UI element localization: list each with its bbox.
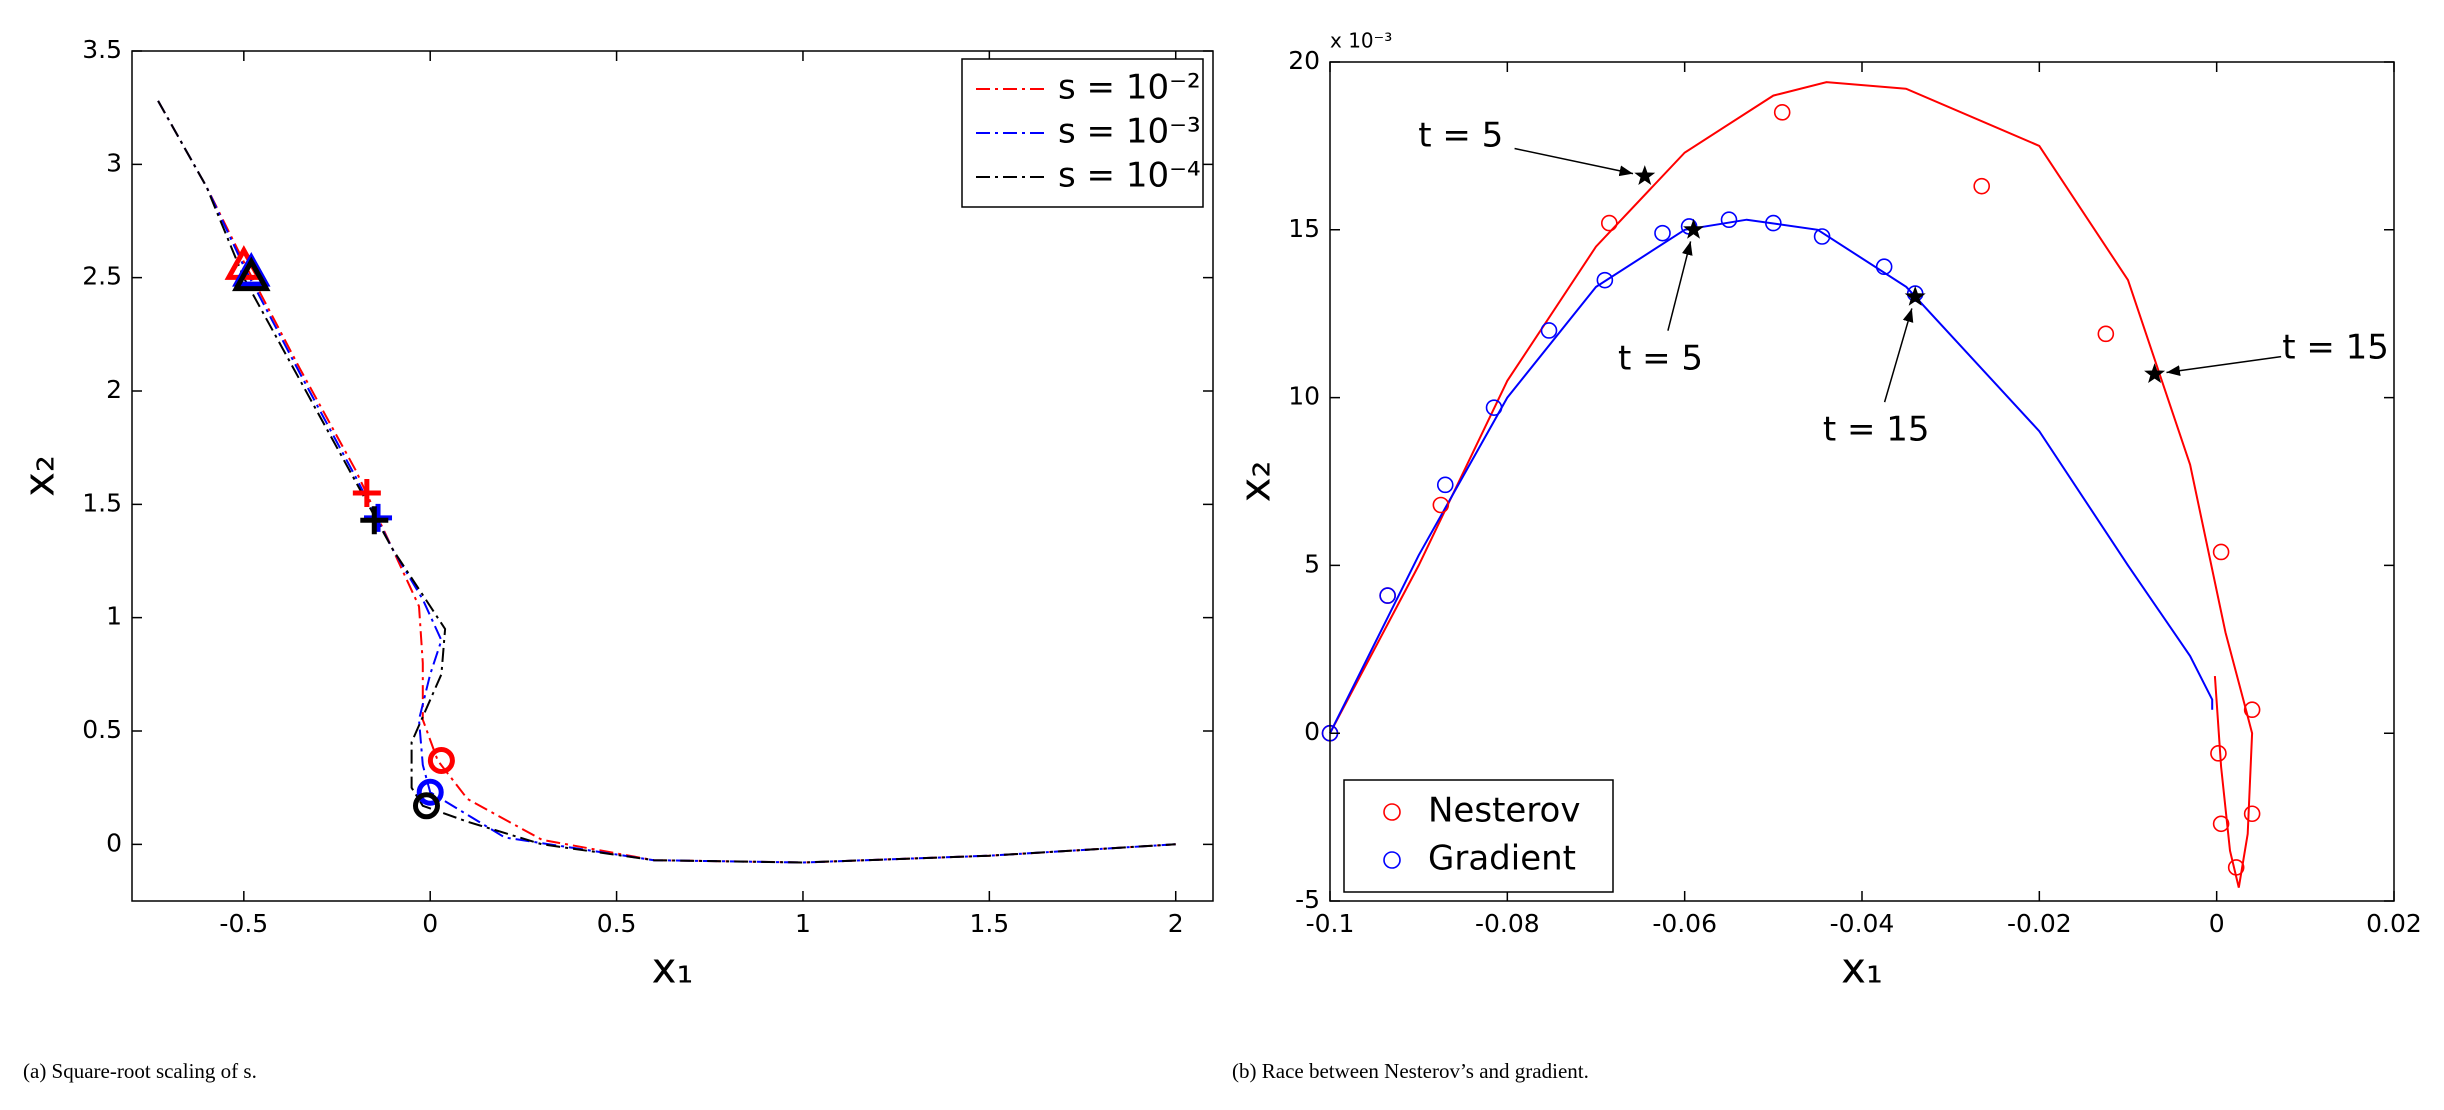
circle-marker <box>1875 258 1893 276</box>
plus-marker <box>352 479 381 507</box>
circle-marker <box>1485 399 1503 416</box>
circle-marker <box>1596 271 1614 289</box>
circle-marker <box>2243 701 2261 719</box>
circle-marker <box>2210 745 2227 762</box>
circle-marker <box>1773 104 1791 121</box>
y-tick-label: 1 <box>106 602 122 631</box>
y-tick-label: 3 <box>106 148 122 177</box>
x-tick-label: -0.08 <box>1475 909 1540 938</box>
circle-marker <box>2227 859 2245 876</box>
caption: (a) Square-root scaling of s. <box>23 1059 257 1083</box>
series-line <box>157 100 1176 864</box>
x-tick-label: -0.06 <box>1652 909 1717 938</box>
plot-frame <box>131 50 1214 902</box>
legend-swatch <box>1383 803 1401 821</box>
series-line <box>157 100 1176 864</box>
x-axis-label: x₁ <box>1841 944 1883 993</box>
x-tick-label: 2 <box>1168 909 1184 938</box>
annotation-text: t = 5 <box>1418 116 1503 156</box>
annotation-arrow <box>1883 308 1914 403</box>
circle-marker <box>2212 543 2230 561</box>
legend-box <box>1343 779 1614 893</box>
annotation-arrow <box>2166 355 2282 376</box>
star-marker <box>1634 165 1656 185</box>
x-tick-label: -0.1 <box>1306 909 1355 938</box>
x-axis-label: x₁ <box>652 944 694 993</box>
circle-marker <box>1720 211 1738 229</box>
y-tick-label: 5 <box>1304 549 1320 578</box>
x-tick-label: 0 <box>2209 909 2225 938</box>
star-marker <box>1904 285 1926 306</box>
circle-marker <box>1432 496 1450 514</box>
circle-marker <box>1540 322 1558 339</box>
x-tick-label: -0.04 <box>1830 909 1895 938</box>
annotation-text: t = 5 <box>1618 338 1703 378</box>
circle-marker <box>2243 805 2261 823</box>
circle-marker <box>1765 214 1782 232</box>
y-tick-label: 15 <box>1288 214 1320 243</box>
y-tick-label: -5 <box>1295 885 1320 914</box>
y-tick-label: 0 <box>106 828 122 857</box>
circle-marker <box>1813 228 1831 245</box>
star-marker <box>2144 363 2166 383</box>
y-axis-label: x₂ <box>15 455 64 497</box>
circle-marker <box>1601 214 1618 232</box>
circle-marker <box>1654 224 1671 242</box>
circle-marker <box>1436 476 1454 494</box>
circle-marker <box>412 792 440 820</box>
legend-label: Nesterov <box>1428 791 1580 831</box>
caption: (b) Race between Nesterov’s and gradient… <box>1232 1059 1589 1083</box>
circle-marker <box>1379 587 1396 604</box>
y-tick-label: 10 <box>1288 382 1320 411</box>
x-tick-label: 0.02 <box>2366 909 2422 938</box>
triangle-marker <box>232 256 271 292</box>
annotation-text: t = 15 <box>2282 328 2389 368</box>
legend-label: s = 10⁻² <box>1058 68 1201 108</box>
plot-frame <box>1329 61 2395 902</box>
circle-marker <box>1973 177 1990 195</box>
y-tick-label: 20 <box>1288 46 1320 75</box>
x-tick-label: 0.5 <box>597 909 637 938</box>
x-tick-label: 1 <box>795 909 811 938</box>
y-tick-label: 1.5 <box>82 488 122 517</box>
y-multiplier: x 10⁻³ <box>1330 29 1392 53</box>
circle-marker <box>416 778 444 806</box>
legend-label: s = 10⁻³ <box>1058 112 1201 152</box>
circle-marker <box>2097 325 2115 343</box>
circle-marker <box>427 746 455 774</box>
legend-box <box>961 58 1204 208</box>
y-axis-label: x₂ <box>1231 461 1280 503</box>
series-line <box>157 100 1176 864</box>
series-line <box>1329 218 2214 734</box>
annotation-arrow <box>1667 241 1693 331</box>
y-tick-label: 2.5 <box>82 262 122 291</box>
annotation-text: t = 15 <box>1823 409 1930 449</box>
annotation-arrow <box>1514 147 1634 177</box>
x-tick-label: -0.02 <box>2007 909 2072 938</box>
x-tick-label: -0.5 <box>219 909 268 938</box>
y-tick-label: 0 <box>1304 717 1320 746</box>
series-line <box>1329 81 2254 888</box>
circle-marker <box>2212 815 2230 833</box>
y-tick-label: 3.5 <box>82 35 122 64</box>
plus-marker <box>360 506 389 535</box>
x-tick-label: 1.5 <box>969 909 1009 938</box>
x-tick-label: 0 <box>422 909 438 938</box>
legend-label: s = 10⁻⁴ <box>1058 156 1201 196</box>
star-marker <box>1683 218 1704 239</box>
y-tick-label: 2 <box>106 375 122 404</box>
legend-swatch <box>1383 851 1401 869</box>
legend-label: Gradient <box>1428 839 1576 879</box>
y-tick-label: 0.5 <box>82 715 122 744</box>
